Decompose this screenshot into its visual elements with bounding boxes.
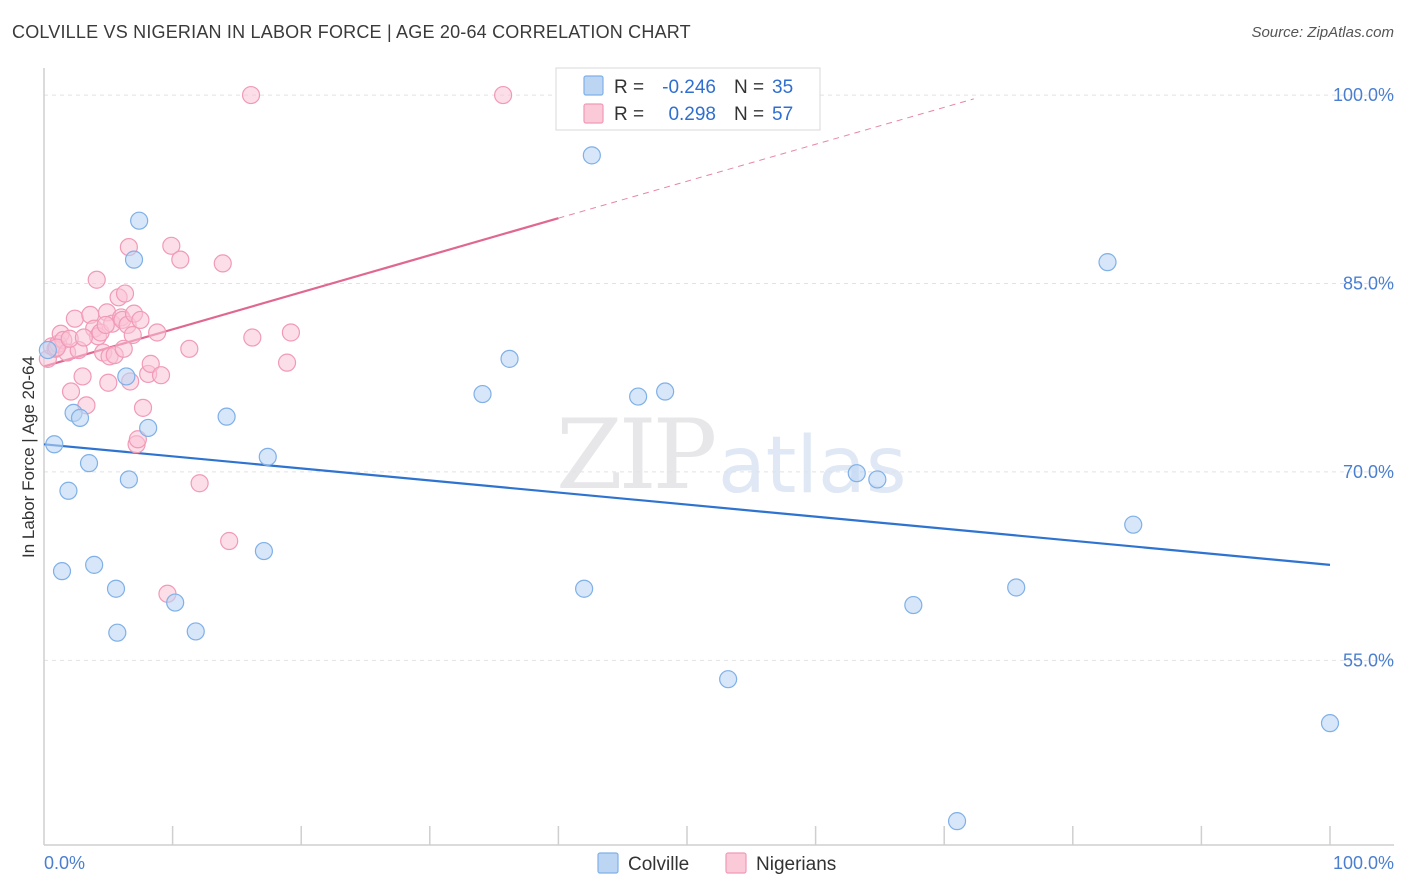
nigerians-point-54 xyxy=(74,328,93,347)
y-tick-label-3: 100.0% xyxy=(1333,85,1394,105)
colville-points xyxy=(38,146,1340,831)
legend-r-value-nigerians: 0.298 xyxy=(668,104,716,125)
nigerians-point-48 xyxy=(243,328,262,347)
nigerians-point-19 xyxy=(99,373,118,392)
trend-line-colville xyxy=(43,443,1331,566)
colville-point-1 xyxy=(52,562,72,581)
y-tick-label-0: 55.0% xyxy=(1343,650,1394,670)
y-tick-labels: 55.0% 70.0% 85.0% 100.0% xyxy=(1333,85,1394,670)
colville-point-10 xyxy=(119,470,138,489)
legend-n-label-nigerians: N = xyxy=(734,104,764,125)
nigerians-point-34 xyxy=(131,310,150,330)
colville-point-14 xyxy=(166,593,185,612)
colville-point-33 xyxy=(1320,714,1340,733)
colville-point-15 xyxy=(186,622,205,641)
x-axis-ticks xyxy=(171,826,1331,845)
colville-point-29 xyxy=(947,812,967,831)
colville-point-5 xyxy=(79,454,99,473)
y-tick-label-1: 70.0% xyxy=(1343,462,1394,482)
nigerians-point-37 xyxy=(141,354,160,373)
nigerians-point-55 xyxy=(96,315,115,335)
nigerians-point-30 xyxy=(123,325,142,345)
source-label: Source: ZipAtlas.com xyxy=(1251,24,1394,41)
nigerians-point-49 xyxy=(277,353,297,372)
colville-point-20 xyxy=(500,349,519,368)
gridlines xyxy=(44,94,1394,661)
watermark-atlas: atlas xyxy=(718,421,907,511)
nigerians-points xyxy=(38,85,513,603)
nigerians-point-56 xyxy=(114,339,133,358)
nigerians-point-10 xyxy=(73,367,92,386)
nigerians-point-33 xyxy=(128,430,147,449)
bottom-legend-swatch-colville xyxy=(597,852,619,874)
colville-point-34 xyxy=(38,340,57,360)
colville-point-6 xyxy=(85,555,104,574)
x-tick-label-right: 100.0% xyxy=(1333,853,1394,873)
colville-point-2 xyxy=(59,481,78,500)
nigerians-point-35 xyxy=(133,398,153,417)
legend-r-label-nigerians: R = xyxy=(614,104,644,125)
nigerians-point-45 xyxy=(213,254,232,273)
colville-point-30 xyxy=(1007,578,1026,597)
y-tick-label-2: 85.0% xyxy=(1343,273,1394,293)
colville-point-28 xyxy=(904,595,923,615)
legend-n-value-nigerians: 57 xyxy=(772,104,793,125)
bottom-legend-colville: Colville xyxy=(628,854,689,875)
colville-point-32 xyxy=(1124,515,1143,534)
colville-point-25 xyxy=(719,670,738,689)
colville-point-4 xyxy=(70,408,90,428)
bottom-legend-swatch-nigerians xyxy=(725,852,747,874)
nigerians-point-41 xyxy=(162,236,181,255)
legend-n-label-colville: N = xyxy=(734,77,764,98)
colville-point-0 xyxy=(45,435,64,454)
nigerians-point-8 xyxy=(65,309,84,328)
nigerians-point-51 xyxy=(494,85,513,105)
nigerians-point-38 xyxy=(148,323,167,342)
watermark-zip: ZIP xyxy=(556,399,715,511)
nigerians-point-42 xyxy=(171,250,190,269)
colville-point-11 xyxy=(124,250,144,269)
nigerians-point-47 xyxy=(241,85,261,105)
nigerians-point-14 xyxy=(87,270,106,289)
colville-point-31 xyxy=(1098,253,1117,272)
colville-point-18 xyxy=(258,447,277,466)
colville-point-8 xyxy=(108,623,127,642)
colville-point-23 xyxy=(629,387,648,406)
legend-r-label-colville: R = xyxy=(614,77,644,98)
colville-point-26 xyxy=(847,464,866,483)
colville-point-9 xyxy=(117,367,136,386)
colville-point-17 xyxy=(254,541,274,561)
y-axis-label: In Labor Force | Age 20-64 xyxy=(19,356,38,558)
nigerians-point-26 xyxy=(115,284,135,303)
colville-point-13 xyxy=(139,418,158,438)
nigerians-point-46 xyxy=(220,531,239,551)
legend-swatch-nigerians xyxy=(583,103,604,124)
legend-swatch-colville xyxy=(583,75,604,96)
colville-point-12 xyxy=(130,211,149,230)
nigerians-point-50 xyxy=(281,323,301,342)
correlation-legend: R = -0.246 N = 35 R = 0.298 N = 57 xyxy=(555,67,821,131)
nigerians-point-44 xyxy=(190,474,209,493)
colville-point-24 xyxy=(656,382,675,401)
legend-r-value-colville: -0.246 xyxy=(662,77,716,98)
colville-point-21 xyxy=(575,579,594,598)
nigerians-point-39 xyxy=(151,366,171,385)
nigerians-point-43 xyxy=(180,339,199,358)
colville-point-16 xyxy=(217,407,236,426)
colville-point-27 xyxy=(868,470,887,489)
bottom-legend-nigerians: Nigerians xyxy=(756,854,836,875)
colville-point-19 xyxy=(473,384,492,404)
colville-point-7 xyxy=(106,579,126,598)
colville-point-22 xyxy=(582,146,601,165)
nigerians-point-7 xyxy=(61,382,81,401)
series-legend: Colville Nigerians xyxy=(597,852,836,875)
x-tick-label-left: 0.0% xyxy=(44,853,85,873)
legend-n-value-colville: 35 xyxy=(772,77,793,98)
chart-title: COLVILLE VS NIGERIAN IN LABOR FORCE | AG… xyxy=(12,22,691,42)
